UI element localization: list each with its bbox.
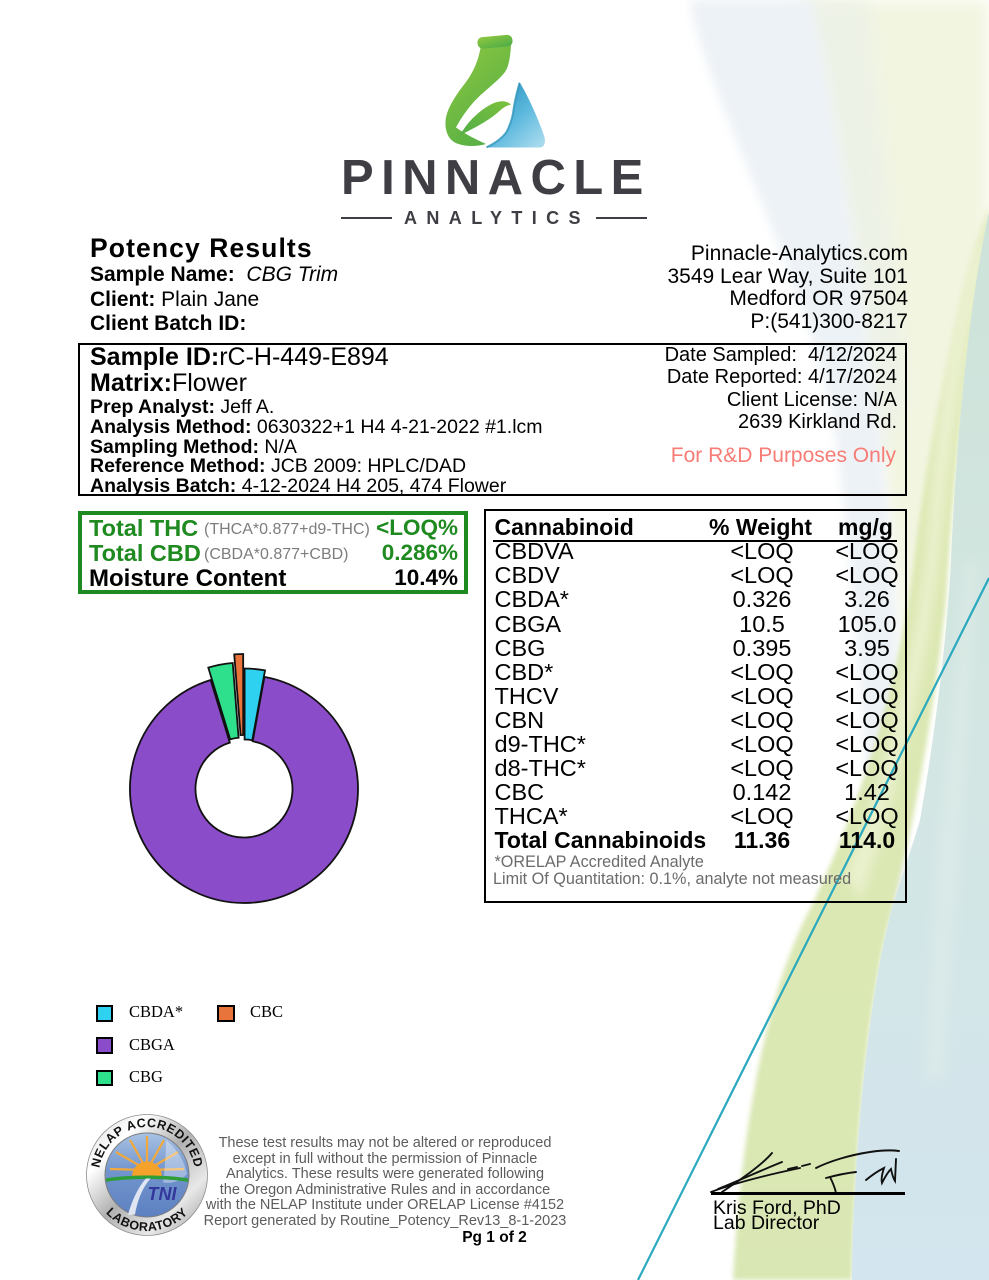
svg-text:TNI: TNI bbox=[148, 1184, 178, 1204]
